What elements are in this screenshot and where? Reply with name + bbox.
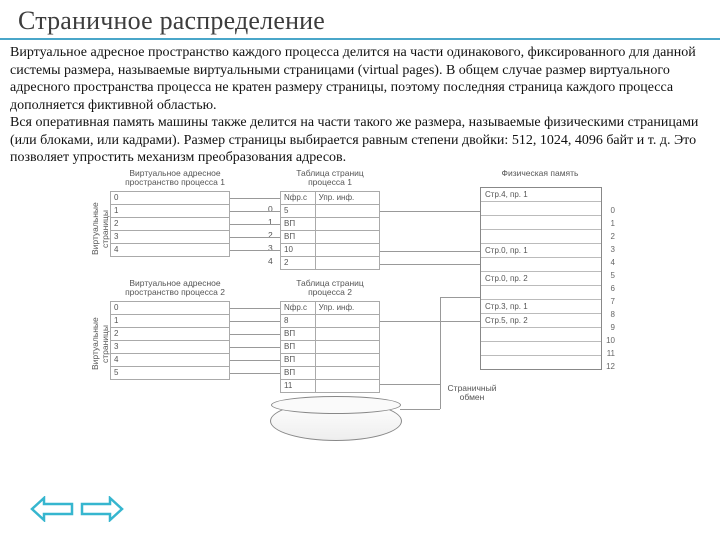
- vas2-table: 0 1 2 3 4 5: [110, 301, 230, 380]
- phys-label: Физическая память: [480, 169, 600, 178]
- vas1-table: 0 1 2 3 4: [110, 191, 230, 257]
- body-text: Виртуальное адресное пространство каждог…: [0, 40, 720, 169]
- vas1-label: Виртуальное адресноепространство процесс…: [110, 169, 240, 188]
- next-arrow-icon[interactable]: [80, 496, 124, 522]
- paragraph-2: Вся оперативная память машины также дели…: [10, 115, 698, 165]
- vas2-label: Виртуальное адресноепространство процесс…: [110, 279, 240, 298]
- nav-arrows: [30, 496, 124, 522]
- paragraph-1: Виртуальное адресное пространство каждог…: [10, 45, 696, 113]
- prev-arrow-icon[interactable]: [30, 496, 74, 522]
- memory-diagram: Виртуальное адресноепространство процесс…: [80, 169, 640, 449]
- disk-icon: [270, 401, 402, 441]
- pt2-table: Nфр.сУпр. инф. 8 ВП ВП ВП ВП 11: [280, 301, 380, 393]
- vas2-side: Виртуальныестраницы: [90, 304, 110, 384]
- swap-label: Страничныйобмен: [440, 384, 504, 403]
- pt2-label: Таблица страницпроцесса 2: [280, 279, 380, 298]
- title-bar: Страничное распределение: [0, 0, 720, 40]
- pt1-label: Таблица страницпроцесса 1: [280, 169, 380, 188]
- phys-memory: Стр.4, пр. 10 1 2 3 Стр.0, пр. 14 5 Стр.…: [480, 187, 602, 370]
- pt1-table: Nфр.сУпр. инф. 5 ВП ВП 10 2: [280, 191, 380, 270]
- page-title: Страничное распределение: [18, 6, 702, 36]
- vas1-side: Виртуальныестраницы: [90, 194, 110, 264]
